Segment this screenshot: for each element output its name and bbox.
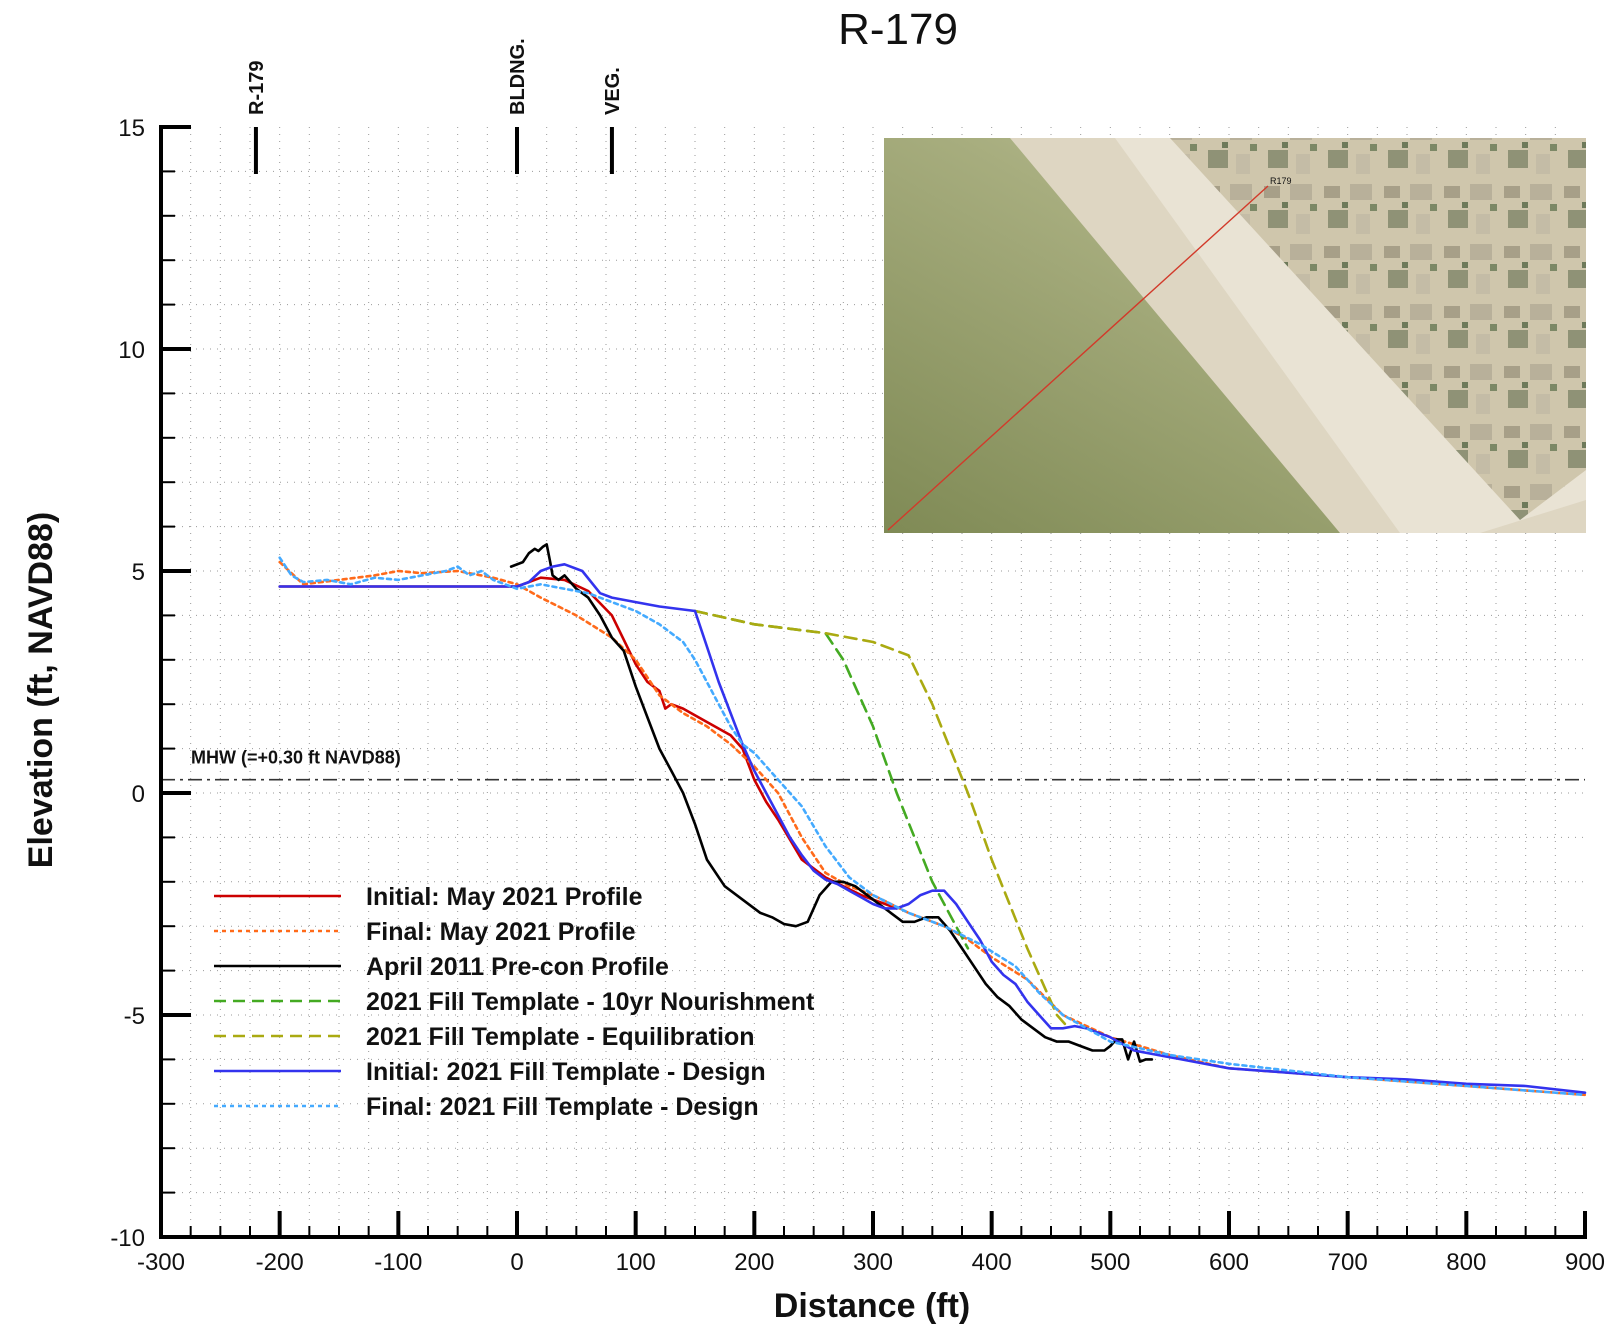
- series-line-5: [278, 562, 1587, 1094]
- y-tick-label: 5: [132, 559, 145, 586]
- x-tick-label: 200: [734, 1249, 774, 1276]
- y-tick-label: -5: [124, 1003, 145, 1030]
- x-tick-label: 100: [616, 1249, 656, 1276]
- inset-range-label: R179: [1270, 176, 1292, 186]
- legend-label-3: 2021 Fill Template - 10yr Nourishment: [366, 988, 815, 1016]
- x-tick-label: 300: [853, 1249, 893, 1276]
- series-line-3: [693, 609, 970, 950]
- x-tick-label: 700: [1328, 1249, 1368, 1276]
- series-line-4: [693, 609, 1071, 1030]
- y-tick-label: 15: [118, 115, 145, 142]
- x-tick-label: 0: [510, 1249, 523, 1276]
- series-line-2: [509, 543, 1154, 1063]
- x-tick-label: -300: [137, 1249, 185, 1276]
- legend-label-2: April 2011 Pre-con Profile: [366, 953, 669, 981]
- x-tick-label: 400: [972, 1249, 1012, 1276]
- x-tick-label: -200: [256, 1249, 304, 1276]
- legend-label-4: 2021 Fill Template - Equilibration: [366, 1023, 755, 1051]
- mhw-reference: MHW (=+0.30 ft NAVD88): [161, 748, 1585, 781]
- series-line-6: [278, 556, 1587, 1097]
- legend-label-0: Initial: May 2021 Profile: [366, 883, 643, 911]
- marker-label-2: VEG.: [602, 67, 624, 115]
- x-tick-label: 500: [1090, 1249, 1130, 1276]
- legend-label-6: Final: 2021 Fill Template - Design: [366, 1093, 759, 1121]
- series-group: [278, 543, 1587, 1097]
- legend-label-5: Initial: 2021 Fill Template - Design: [366, 1058, 766, 1086]
- x-tick-label: 600: [1209, 1249, 1249, 1276]
- aerial-inset-image: R179: [884, 138, 1586, 533]
- y-tick-label: 0: [132, 781, 145, 808]
- y-tick-label: -10: [110, 1225, 145, 1252]
- legend-label-1: Final: May 2021 Profile: [366, 918, 636, 946]
- x-tick-label: -100: [374, 1249, 422, 1276]
- x-axis-title: Distance (ft): [774, 1287, 970, 1325]
- legend: Initial: May 2021 Profile Final: May 2021…: [214, 883, 815, 1121]
- x-tick-label: 800: [1446, 1249, 1486, 1276]
- chart-title: R-179: [838, 5, 958, 54]
- y-tick-label: 10: [118, 337, 145, 364]
- mhw-label: MHW (=+0.30 ft NAVD88): [191, 748, 401, 768]
- y-axis-title: Elevation (ft, NAVD88): [22, 512, 60, 868]
- axes: -300 -200 -100 0 100 200 300 400 500 600 700 800 900…: [110, 38, 1605, 1276]
- x-tick-label: 900: [1565, 1249, 1605, 1276]
- marker-label-1: BLDNG.: [507, 38, 529, 115]
- series-line-1: [278, 560, 1587, 1097]
- grid: [161, 127, 1585, 1237]
- marker-label-0: R-179: [246, 61, 268, 115]
